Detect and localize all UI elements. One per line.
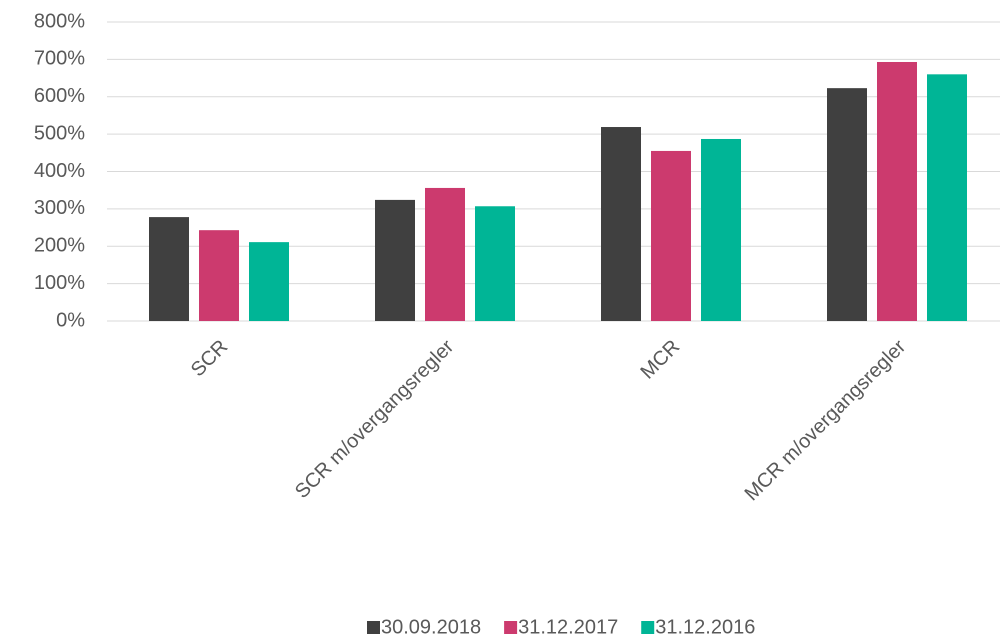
legend-swatch bbox=[504, 621, 518, 634]
y-tick-label: 500% bbox=[34, 122, 85, 144]
y-tick-label: 100% bbox=[34, 272, 85, 294]
y-tick-label: 300% bbox=[34, 197, 85, 219]
bar bbox=[475, 206, 515, 321]
bar bbox=[827, 88, 867, 321]
y-tick-label: 600% bbox=[34, 85, 85, 107]
y-tick-label: 0% bbox=[56, 309, 85, 331]
legend-label: 31.12.2017 bbox=[518, 616, 618, 638]
bar bbox=[701, 138, 741, 321]
legend-swatch bbox=[367, 621, 380, 634]
bar bbox=[249, 242, 289, 321]
x-tick-label: MCR bbox=[637, 336, 685, 384]
x-tick-label: MCR m/overgangsregler bbox=[741, 335, 911, 505]
bar bbox=[375, 199, 415, 321]
y-tick-label: 800% bbox=[34, 10, 85, 32]
y-tick-label: 200% bbox=[34, 235, 85, 257]
x-tick-label: SCR bbox=[187, 336, 232, 381]
y-tick-label: 400% bbox=[34, 160, 85, 182]
bar bbox=[149, 217, 189, 321]
bar bbox=[927, 74, 967, 321]
bar bbox=[877, 61, 917, 322]
legend-label: 31.12.2016 bbox=[655, 616, 755, 638]
legend-label: 30.09.2018 bbox=[381, 616, 481, 638]
x-tick-label: SCR m/overgangsregler bbox=[291, 335, 458, 502]
bar bbox=[651, 150, 691, 321]
bar bbox=[601, 127, 641, 322]
legend-swatch bbox=[641, 621, 655, 634]
y-tick-label: 700% bbox=[34, 48, 85, 70]
bar bbox=[425, 187, 465, 321]
bar bbox=[199, 230, 239, 321]
